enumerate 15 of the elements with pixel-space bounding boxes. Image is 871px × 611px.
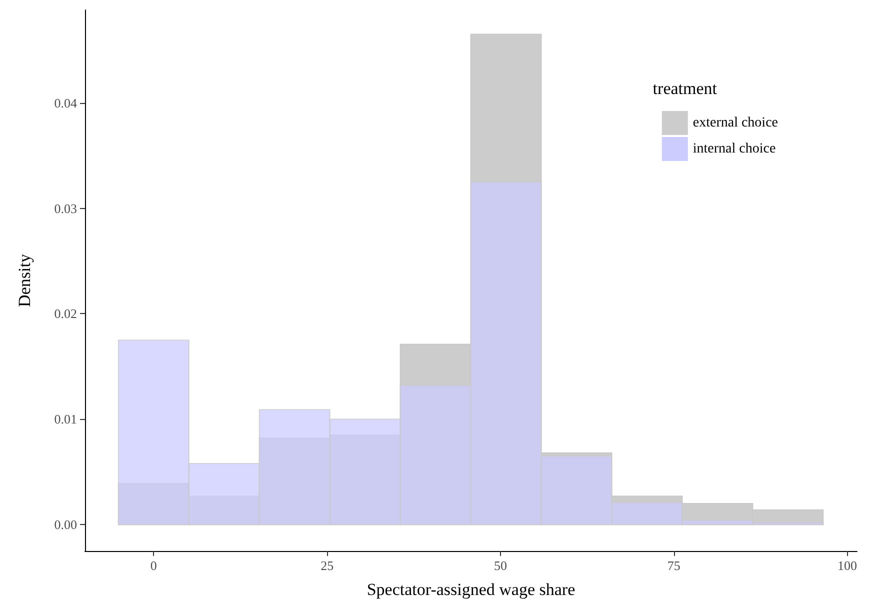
x-tick-label: 75 (667, 558, 680, 573)
y-tick-label: 0.03 (54, 200, 77, 216)
legend-label: external choice (692, 116, 778, 130)
y-tick-label: 0.01 (54, 412, 77, 427)
legend-title: treatment (652, 79, 718, 98)
y-tick-label: 0.02 (54, 306, 77, 322)
x-tick-label: 0 (150, 558, 157, 573)
x-axis-title: Spectator-assigned wage share (366, 580, 576, 599)
x-tick-label: 25 (320, 558, 334, 573)
x-tick-label: 50 (494, 558, 507, 573)
y-axis-title: Density (15, 254, 34, 307)
y-tick-label: 0.00 (54, 517, 77, 532)
legend-label: internal choice (692, 142, 776, 156)
x-tick-label: 100 (838, 558, 858, 573)
y-tick-label: 0.04 (54, 95, 78, 110)
